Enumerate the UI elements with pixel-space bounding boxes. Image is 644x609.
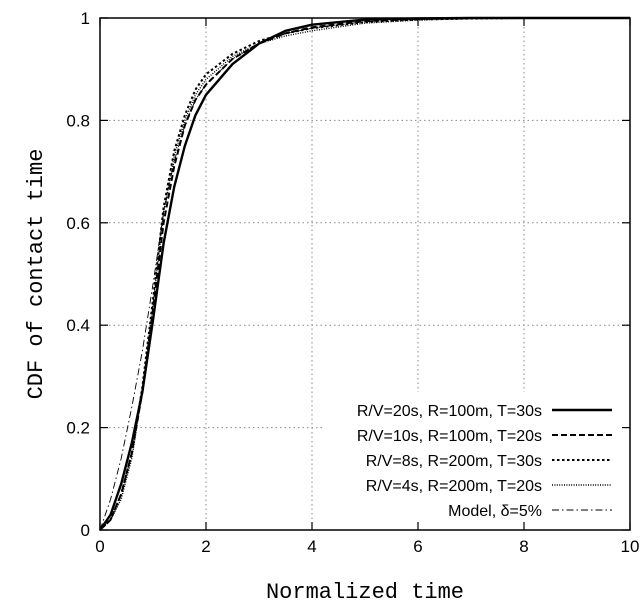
legend-label-2: R/V=10s, R=100m, T=20s — [357, 428, 542, 445]
x-tick-label: 4 — [307, 537, 316, 556]
legend-background — [322, 392, 624, 524]
y-tick-label: 1 — [81, 9, 90, 28]
legend-label-1: R/V=20s, R=100m, T=30s — [357, 403, 542, 420]
x-tick-label: 0 — [95, 537, 104, 556]
y-axis-title: CDF of contact time — [24, 149, 49, 400]
x-tick-label: 2 — [201, 537, 210, 556]
x-axis-title: Normalized time — [266, 580, 464, 605]
x-tick-label: 10 — [621, 537, 640, 556]
legend: R/V=20s, R=100m, T=30s R/V=10s, R=100m, T… — [357, 403, 612, 520]
y-tick-label: 0.6 — [66, 214, 90, 233]
series-line-5 — [99, 17, 630, 531]
series-line-3 — [99, 17, 630, 531]
y-tick-label: 0.8 — [66, 111, 90, 130]
legend-label-5: Model, δ=5% — [448, 503, 542, 520]
x-tick-label: 8 — [519, 537, 528, 556]
legend-label-4: R/V=4s, R=200m, T=20s — [366, 478, 542, 495]
y-tick-label: 0.2 — [66, 419, 90, 438]
y-tick-label: 0.4 — [66, 316, 90, 335]
legend-label-3: R/V=8s, R=200m, T=30s — [366, 453, 542, 470]
y-tick-label: 0 — [81, 521, 90, 540]
x-tick-label: 6 — [413, 537, 422, 556]
legend-box — [322, 392, 624, 524]
axis-ticks: 0 2 4 6 8 10 0 0.2 0.4 0.6 0.8 1 — [66, 9, 639, 556]
series-line-4 — [99, 17, 630, 531]
plot-frame — [99, 17, 631, 531]
